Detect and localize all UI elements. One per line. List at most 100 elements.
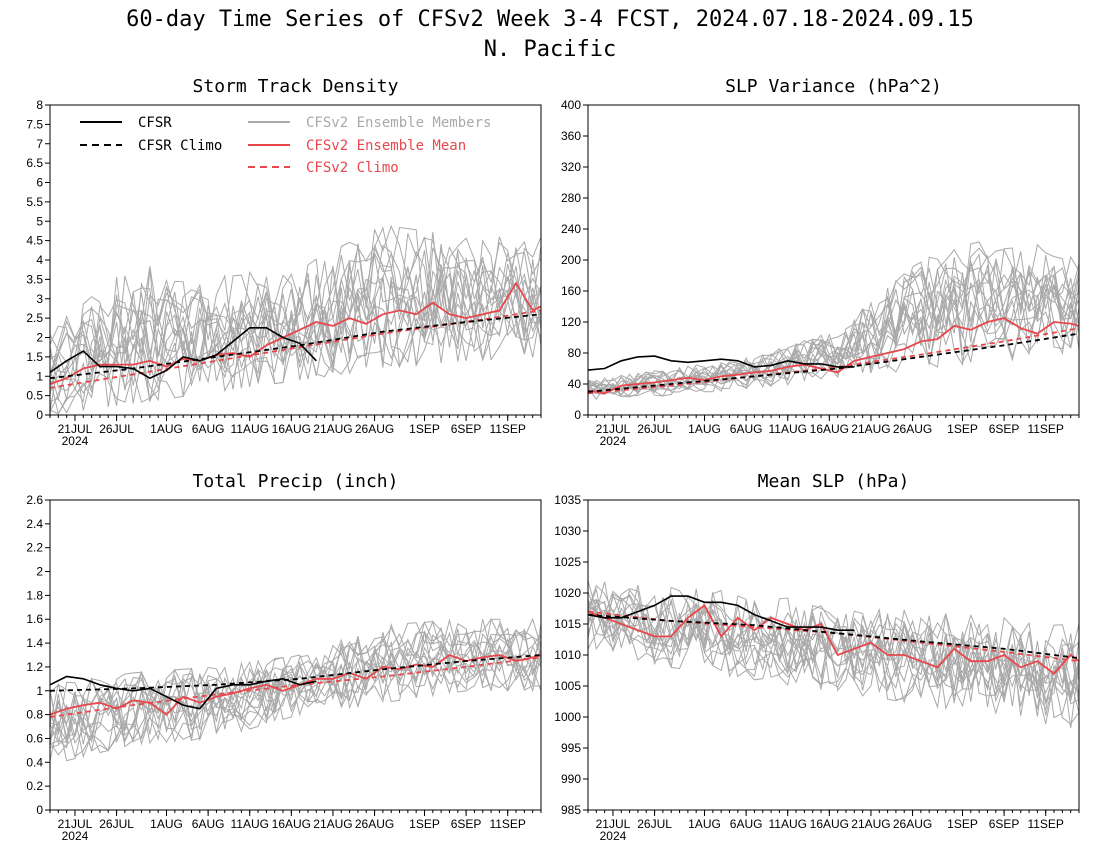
y-tick-label: 320 [561, 160, 581, 174]
y-tick-label: 0.5 [26, 389, 43, 403]
x-tick-label: 1AUG [688, 817, 721, 831]
x-year-label: 2024 [600, 829, 627, 843]
series-line-cfsr-climo [587, 613, 1080, 659]
member-line [587, 247, 1080, 389]
member-line [49, 645, 542, 752]
x-tick-label: 1AUG [150, 817, 183, 831]
y-tick-label: 1.2 [26, 660, 43, 674]
x-tick-label: 26AUG [893, 817, 932, 831]
y-tick-label: 1.8 [26, 588, 43, 602]
y-tick-label: 1000 [554, 710, 581, 724]
y-tick-label: 1035 [554, 493, 581, 507]
panel-title: Mean SLP (hPa) [758, 471, 910, 492]
member-line [49, 633, 542, 745]
member-line [49, 618, 542, 732]
y-tick-label: 5 [36, 214, 43, 228]
x-tick-label: 26AUG [355, 422, 394, 436]
x-tick-label: 16AUG [272, 817, 311, 831]
y-tick-label: 0.4 [26, 755, 43, 769]
y-tick-label: 0.6 [26, 731, 43, 745]
y-tick-label: 8 [36, 98, 43, 112]
y-tick-label: 4 [36, 253, 43, 267]
y-tick-label: 7 [36, 137, 43, 151]
y-tick-label: 120 [561, 315, 581, 329]
x-tick-label: 16AUG [810, 817, 849, 831]
panel-2: SLP Variance (hPa^2) 0 40 80 120 160 200 240 280… [561, 76, 1080, 448]
panel-4: Mean SLP (hPa) 985 990 995 1000 1005 1010 1015 1… [554, 471, 1080, 843]
member-line [587, 590, 1080, 703]
y-tick-label: 1025 [554, 555, 581, 569]
x-tick-label: 6SEP [451, 422, 482, 436]
x-tick-label: 21AUG [851, 817, 890, 831]
x-tick-label: 11AUG [768, 422, 806, 436]
x-tick-label: 11SEP [1027, 817, 1063, 831]
y-tick-label: 4.5 [26, 234, 43, 248]
x-tick-label: 11AUG [768, 817, 806, 831]
panel-1: Storm Track Density 0 0.5 1 1.5 2 2.5 3 3.5 4 4.5 5… [26, 76, 542, 448]
legend-label-cfsr_climo: CFSR Climo [138, 138, 222, 154]
member-line [587, 589, 1080, 706]
member-line [587, 609, 1080, 729]
x-year-label: 2024 [62, 434, 89, 448]
y-tick-label: 1 [36, 684, 43, 698]
member-line [587, 590, 1080, 703]
y-tick-label: 0 [574, 408, 581, 422]
y-tick-label: 1015 [554, 617, 581, 631]
y-tick-label: 1010 [554, 648, 581, 662]
x-tick-label: 6AUG [730, 422, 763, 436]
y-tick-label: 1.6 [26, 612, 43, 626]
x-tick-label: 16AUG [272, 422, 311, 436]
x-tick-label: 6AUG [730, 817, 763, 831]
series-line-cfsr [587, 595, 855, 632]
x-tick-label: 21JUL [58, 817, 93, 831]
x-tick-label: 6SEP [989, 422, 1020, 436]
y-tick-label: 0.8 [26, 708, 43, 722]
series-line-cfsv2-ensemble-mean [49, 281, 542, 385]
series-line-cfsv2-climo [49, 656, 542, 718]
x-tick-label: 11SEP [1027, 422, 1063, 436]
y-tick-label: 990 [561, 772, 581, 786]
y-tick-label: 2.6 [26, 493, 43, 507]
y-tick-label: 0 [36, 408, 43, 422]
x-tick-label: 26JUL [637, 422, 672, 436]
member-line [49, 290, 542, 414]
x-tick-label: 1SEP [409, 817, 440, 831]
member-line [49, 281, 542, 397]
x-tick-label: 1SEP [947, 422, 978, 436]
y-tick-label: 400 [561, 98, 581, 112]
y-tick-label: 995 [561, 741, 581, 755]
y-tick-label: 280 [561, 191, 581, 205]
series-line-cfsr [587, 355, 855, 371]
series-line-cfsr [49, 675, 317, 710]
y-tick-label: 985 [561, 803, 581, 817]
member-line [587, 284, 1080, 398]
legend-label-ens_mean: CFSv2 Ensemble Mean [306, 138, 466, 154]
series-line-cfsr [49, 326, 317, 380]
x-tick-label: 26AUG [893, 422, 932, 436]
x-tick-label: 26JUL [99, 422, 134, 436]
y-tick-label: 1030 [554, 524, 581, 538]
x-tick-label: 26JUL [99, 817, 134, 831]
y-tick-label: 160 [561, 284, 581, 298]
x-tick-label: 21AUG [851, 422, 890, 436]
x-tick-label: 11SEP [489, 817, 525, 831]
x-tick-label: 1AUG [150, 422, 183, 436]
y-tick-label: 1.4 [26, 636, 43, 650]
member-line [49, 226, 542, 378]
series-line-cfsr-climo [587, 332, 1080, 393]
y-tick-label: 3.5 [26, 272, 43, 286]
series-line-cfsv2-climo [587, 327, 1080, 395]
y-tick-label: 2 [36, 331, 43, 345]
x-tick-label: 16AUG [810, 422, 849, 436]
x-tick-label: 21JUL [596, 817, 631, 831]
panel-3: Total Precip (inch) 0 0.2 0.4 0.6 0.8 1 1.2 1.4 1… [26, 471, 542, 843]
panel-title: Total Precip (inch) [193, 471, 399, 492]
y-tick-label: 2.4 [26, 517, 43, 531]
y-tick-label: 200 [561, 253, 581, 267]
x-tick-label: 6SEP [451, 817, 482, 831]
series-line-cfsv2-ensemble-mean [587, 317, 1080, 395]
legend: CFSR CFSR Climo CFSv2 Ensemble Members CFSv… [80, 115, 491, 176]
x-tick-label: 21JUL [58, 422, 93, 436]
x-tick-label: 21AUG [313, 817, 352, 831]
